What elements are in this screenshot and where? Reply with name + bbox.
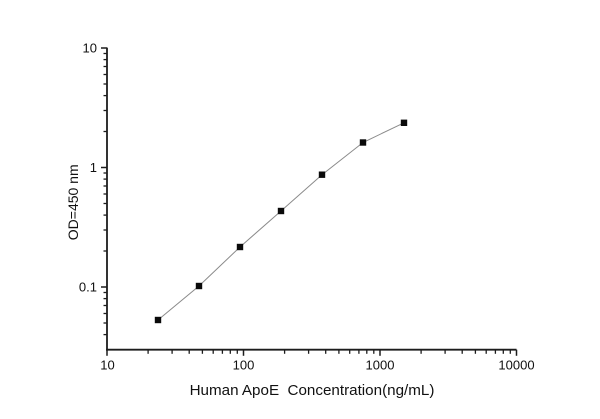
- svg-text:0.1: 0.1: [79, 280, 97, 295]
- svg-text:100: 100: [233, 358, 255, 373]
- svg-text:10000: 10000: [498, 358, 534, 373]
- svg-text:1000: 1000: [366, 358, 395, 373]
- svg-text:OD=450 nm: OD=450 nm: [65, 164, 81, 240]
- svg-text:1: 1: [90, 160, 97, 175]
- svg-text:10: 10: [83, 41, 97, 56]
- svg-text:Human ApoE Concentration(ng/m: Human ApoE Concentration(ng/mL): [190, 382, 435, 399]
- svg-text:10: 10: [100, 358, 114, 373]
